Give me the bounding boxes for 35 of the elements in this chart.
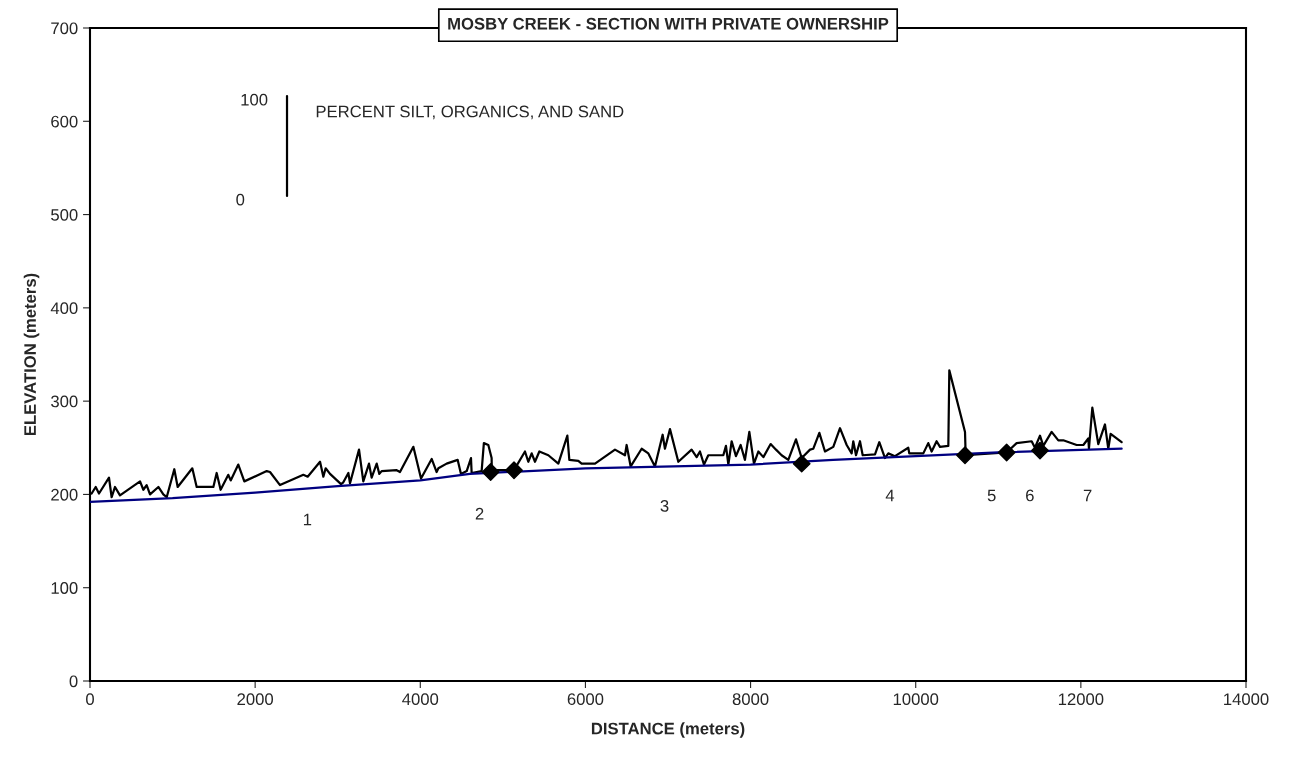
- annotation: 7: [1083, 489, 1092, 502]
- x-tick-label: 14000: [1224, 693, 1269, 706]
- annotation: PERCENT SILT, ORGANICS, AND SAND: [316, 105, 624, 120]
- y-tick-label: 200: [51, 488, 78, 501]
- point: [1031, 441, 1049, 460]
- x-tick-label: 0: [86, 693, 94, 706]
- y-axis-title: ELEVATION (meters): [23, 273, 40, 436]
- x-tick-label: 10000: [893, 693, 939, 706]
- point: [505, 461, 523, 480]
- annotation: 2: [475, 507, 484, 520]
- annotation: 3: [660, 499, 669, 512]
- point: [997, 443, 1016, 462]
- annotation: 4: [885, 489, 895, 502]
- chart-title: MOSBY CREEK - SECTION WITH PRIVATE OWNERSHIP: [448, 17, 889, 30]
- x-tick-label: 6000: [567, 693, 604, 706]
- x-tick-label: 12000: [1058, 693, 1104, 706]
- annotation: 5: [987, 489, 996, 502]
- y-tick-label: 600: [51, 115, 78, 128]
- y-tick-label: 500: [51, 208, 78, 221]
- x-tick-label: 2000: [237, 693, 274, 706]
- x-tick-label: 4000: [402, 693, 439, 706]
- annotation: 100: [241, 93, 268, 106]
- y-tick-label: 0: [69, 675, 78, 688]
- point: [792, 454, 811, 473]
- y-tick-label: 100: [51, 582, 78, 594]
- point: [481, 463, 500, 481]
- annotation: 6: [1026, 489, 1034, 502]
- y-tick-label: 400: [50, 302, 78, 315]
- x-tick-label: 8000: [732, 693, 769, 706]
- y-tick-label: 700: [51, 22, 78, 35]
- x-axis-title: DISTANCE (meters): [591, 722, 745, 738]
- point: [956, 446, 974, 465]
- y-tick-label: 300: [51, 395, 78, 408]
- annotation: 0: [236, 193, 245, 206]
- annotation: 1: [303, 513, 312, 526]
